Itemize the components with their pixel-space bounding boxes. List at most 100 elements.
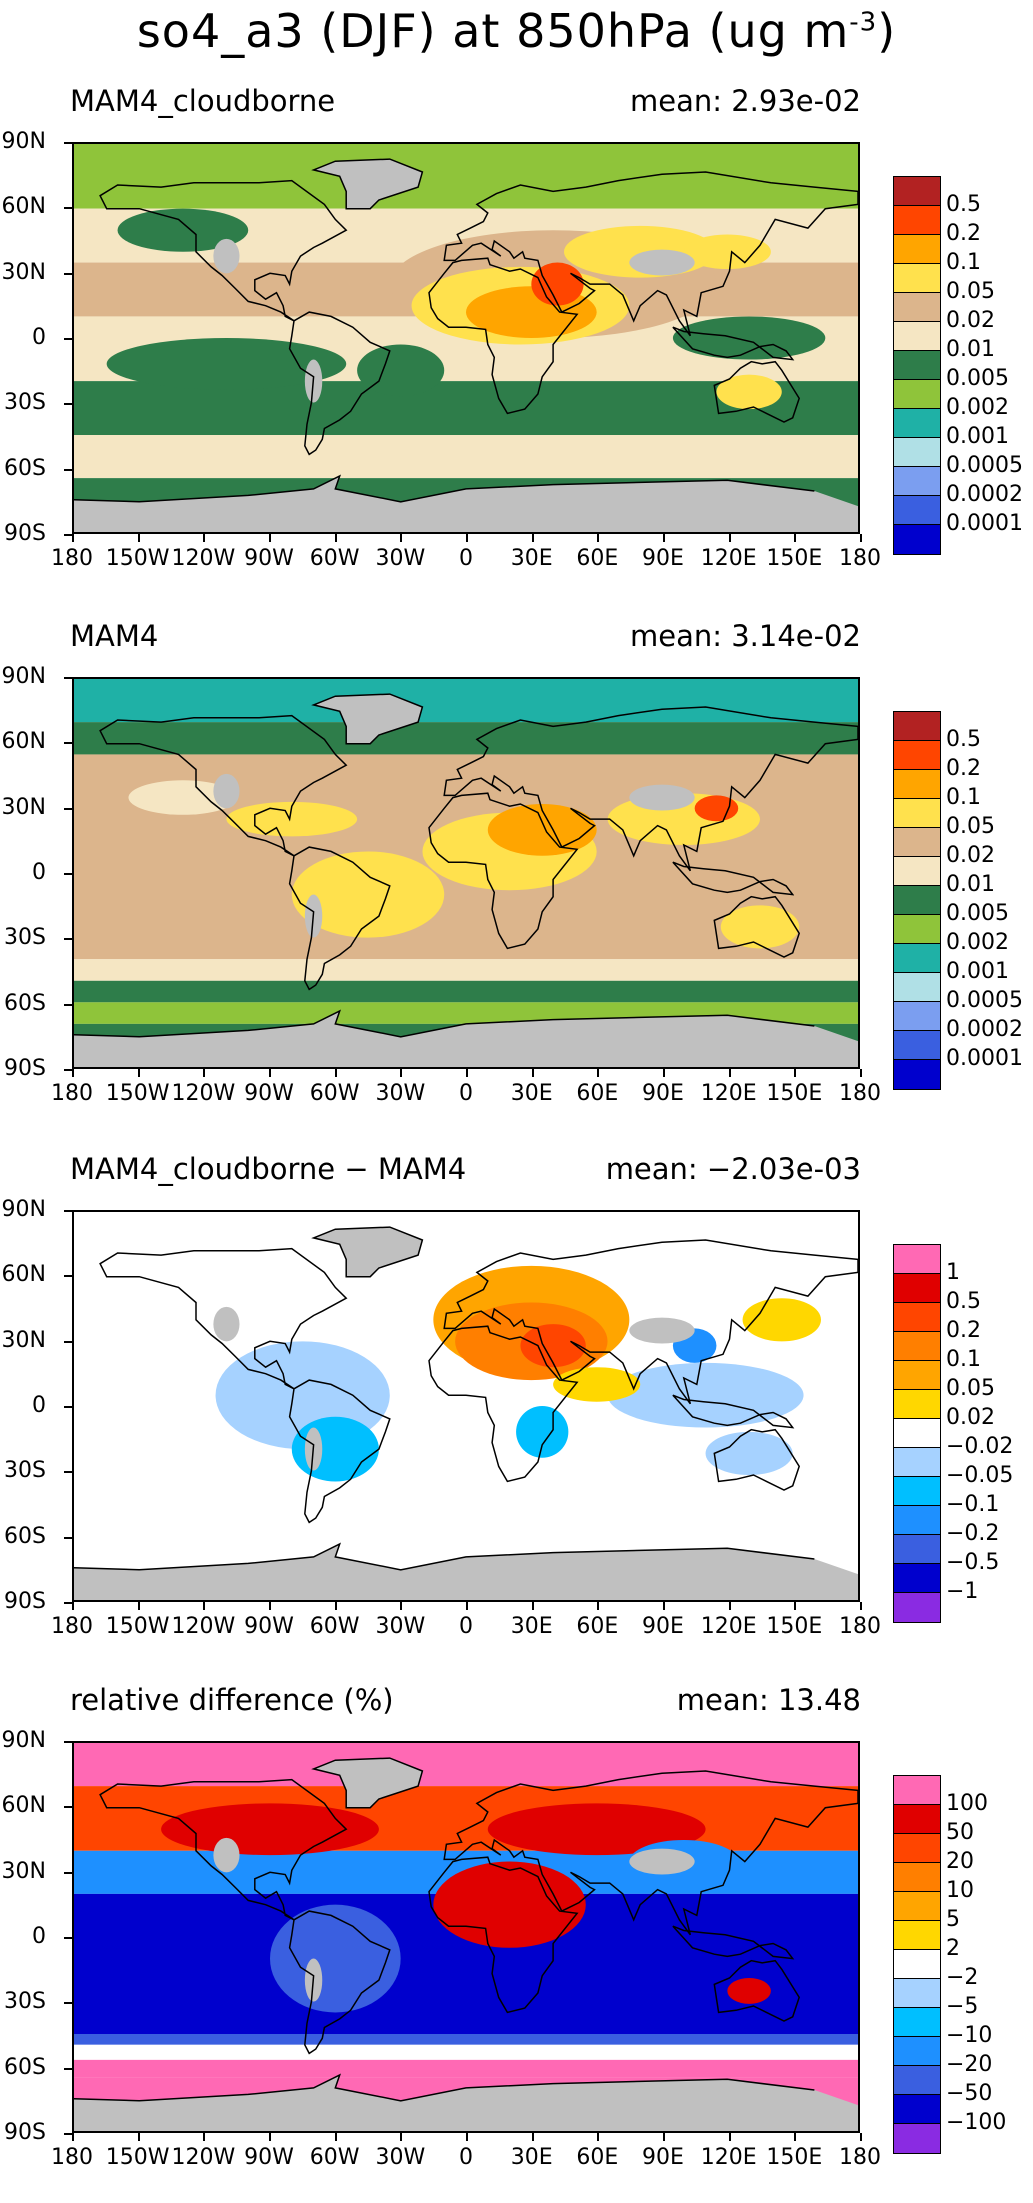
map-frame bbox=[72, 1741, 860, 2133]
lon-tick bbox=[663, 534, 665, 542]
field-blob bbox=[727, 1977, 771, 2004]
map-plot bbox=[74, 1212, 858, 1600]
lat-tick bbox=[64, 1536, 72, 1539]
field-blob bbox=[433, 1861, 586, 1948]
colorbar-label: −5 bbox=[946, 1994, 979, 2019]
field-blob bbox=[531, 262, 584, 306]
lat-label: 60S bbox=[4, 1523, 46, 1549]
lon-label: 60W bbox=[309, 1614, 360, 1639]
lon-tick bbox=[860, 534, 862, 542]
lat-label: 0 bbox=[32, 860, 46, 885]
lon-label: 150E bbox=[766, 546, 823, 571]
coastline-eurasia bbox=[443, 1239, 858, 1405]
lat-label: 90S bbox=[4, 1056, 46, 1081]
colorbar-swatch bbox=[894, 1448, 940, 1477]
lon-tick bbox=[794, 534, 797, 542]
colorbar-label: 0.0001 bbox=[946, 1046, 1023, 1071]
lon-label: 120W bbox=[171, 546, 236, 571]
colorbar-swatch bbox=[894, 2008, 940, 2037]
missing-tibet bbox=[629, 249, 695, 276]
coastline-samerica bbox=[288, 1379, 391, 1524]
lon-label: 30E bbox=[510, 1614, 553, 1639]
colorbar-swatch bbox=[894, 1564, 940, 1593]
lon-label: 180 bbox=[839, 2145, 881, 2170]
coastline-eurasia bbox=[443, 1770, 858, 1936]
lat-tick bbox=[64, 1741, 72, 1743]
panel-label: MAM4 bbox=[70, 619, 159, 653]
colorbar-label: 0.0005 bbox=[946, 988, 1023, 1013]
field-band bbox=[74, 2044, 858, 2060]
colorbar-swatch bbox=[894, 741, 940, 770]
lon-tick bbox=[137, 1602, 140, 1610]
map-frame bbox=[72, 677, 860, 1069]
lon-tick bbox=[137, 2133, 140, 2141]
lon-tick bbox=[597, 1069, 600, 1077]
lon-label: 60W bbox=[309, 1081, 360, 1106]
lat-tick bbox=[64, 807, 72, 810]
colorbar-swatch bbox=[894, 828, 940, 857]
lon-tick bbox=[663, 2133, 665, 2141]
lat-label: 90S bbox=[4, 2120, 46, 2145]
missing-antarctica bbox=[74, 1544, 858, 1600]
lon-label: 90E bbox=[642, 546, 684, 571]
lat-label: 60N bbox=[1, 1793, 46, 1819]
coastline-eurasia bbox=[443, 706, 858, 872]
colorbar-swatch bbox=[894, 409, 940, 438]
colorbar-swatch bbox=[894, 973, 940, 1002]
coastline-indonesia bbox=[672, 1394, 795, 1429]
colorbar-label: −10 bbox=[946, 2023, 993, 2048]
colorbar-label: 0.0005 bbox=[946, 453, 1023, 478]
colorbar-label: −0.5 bbox=[946, 1550, 1000, 1575]
panel-mam4: MAM4 mean: 3.14e-02 90N 60N 30N 0 30S 60S 90S 180… bbox=[0, 619, 1033, 1139]
lon-label: 180 bbox=[839, 546, 881, 571]
lon-label: 30E bbox=[510, 1081, 553, 1106]
field-blob bbox=[672, 316, 826, 360]
field-blob bbox=[357, 344, 445, 397]
coastline-indonesia bbox=[672, 1925, 795, 1960]
colorbar-label: 1 bbox=[946, 1260, 960, 1285]
lon-label: 180 bbox=[51, 1081, 93, 1106]
colorbar-swatch bbox=[894, 1390, 940, 1419]
field-band bbox=[74, 435, 858, 479]
field-blob bbox=[226, 801, 358, 837]
lon-label: 180 bbox=[51, 546, 93, 571]
lon-tick bbox=[860, 1602, 862, 1610]
colorbar-label: 0.05 bbox=[946, 814, 995, 839]
lat-tick bbox=[64, 873, 72, 875]
colorbar-swatch bbox=[894, 1805, 940, 1834]
coastline-greenland bbox=[311, 158, 424, 210]
panel-cloudborne: MAM4_cloudborne mean: 2.93e-02 90N 60N 30N 0 3… bbox=[0, 84, 1033, 604]
lon-tick bbox=[269, 1602, 271, 1610]
colorbar bbox=[893, 1244, 941, 1623]
coastline-antarctica bbox=[74, 474, 815, 503]
panel-mean: mean: −2.03e-03 bbox=[605, 1152, 861, 1186]
coastline-africa bbox=[428, 792, 579, 950]
colorbar-swatch bbox=[894, 264, 940, 293]
colorbar-swatch bbox=[894, 1593, 940, 1622]
lat-label: 30N bbox=[1, 1858, 46, 1884]
colorbar-swatch bbox=[894, 525, 940, 554]
lon-tick bbox=[334, 2133, 337, 2141]
colorbar-label: 0.0002 bbox=[946, 482, 1023, 507]
panel-difference: MAM4_cloudborne − MAM4 mean: −2.03e-03 90N… bbox=[0, 1152, 1033, 1672]
missing-rockies bbox=[213, 773, 240, 809]
title-exponent: -3 bbox=[849, 7, 878, 38]
colorbar-swatch bbox=[894, 1863, 940, 1892]
coastline-greenland bbox=[311, 1757, 424, 1809]
lon-label: 150W bbox=[105, 2145, 170, 2170]
colorbar-swatch bbox=[894, 799, 940, 828]
lon-label: 90W bbox=[244, 1614, 294, 1639]
lat-tick bbox=[64, 1471, 72, 1474]
lon-label: 150W bbox=[105, 1081, 170, 1106]
panel-relative: relative difference (%) mean: 13.48 90N 60N… bbox=[0, 1683, 1033, 2203]
colorbar-label: 0.0001 bbox=[946, 511, 1023, 536]
lon-label: 90E bbox=[642, 1614, 684, 1639]
lon-label: 60W bbox=[309, 546, 360, 571]
lon-tick bbox=[531, 534, 534, 542]
lat-tick bbox=[64, 1210, 72, 1212]
lon-tick bbox=[400, 1069, 403, 1077]
coastline-antarctica bbox=[74, 1009, 815, 1038]
coastline-eurasia bbox=[443, 171, 858, 337]
lon-label: 180 bbox=[51, 2145, 93, 2170]
colorbar-swatch bbox=[894, 1332, 940, 1361]
